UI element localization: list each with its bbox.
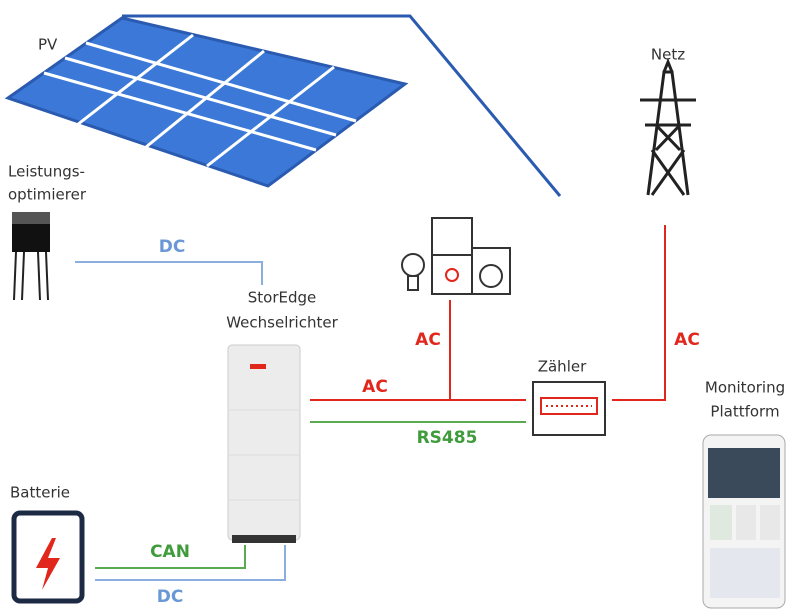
- pv-array: [8, 18, 405, 186]
- can-label: CAN: [150, 542, 190, 562]
- tower-icon: [640, 62, 696, 195]
- dc-line: [75, 262, 262, 285]
- battery-label: Batterie: [10, 484, 70, 502]
- optimizer-label: Leistungs-: [8, 163, 85, 181]
- pv-label: PV: [38, 36, 58, 54]
- system-diagram: PV Leistungs- optimierer DC StorEdge Wec…: [0, 0, 792, 613]
- inverter-label: StorEdge: [248, 289, 317, 307]
- inverter-label: Wechselrichter: [226, 314, 338, 332]
- ac-label: AC: [362, 377, 388, 397]
- inverter-icon: [228, 345, 300, 543]
- meter-label: Zähler: [538, 358, 587, 376]
- dc-label: DC: [157, 587, 184, 607]
- dc-label: DC: [159, 237, 186, 257]
- monitoring-label: Plattform: [710, 403, 779, 421]
- rs485-label: RS485: [417, 428, 478, 448]
- battery-icon: [14, 513, 82, 601]
- phone-icon: [703, 435, 785, 608]
- ac-label: AC: [674, 330, 700, 350]
- appliances-icon: [402, 218, 510, 294]
- ac-line: [310, 225, 665, 400]
- ac-label: AC: [415, 330, 441, 350]
- dc-line: [95, 545, 285, 580]
- optimizer-icon: [12, 212, 50, 300]
- meter-icon: [533, 382, 605, 435]
- optimizer-label: optimierer: [8, 186, 87, 204]
- monitoring-label: Monitoring: [705, 379, 785, 397]
